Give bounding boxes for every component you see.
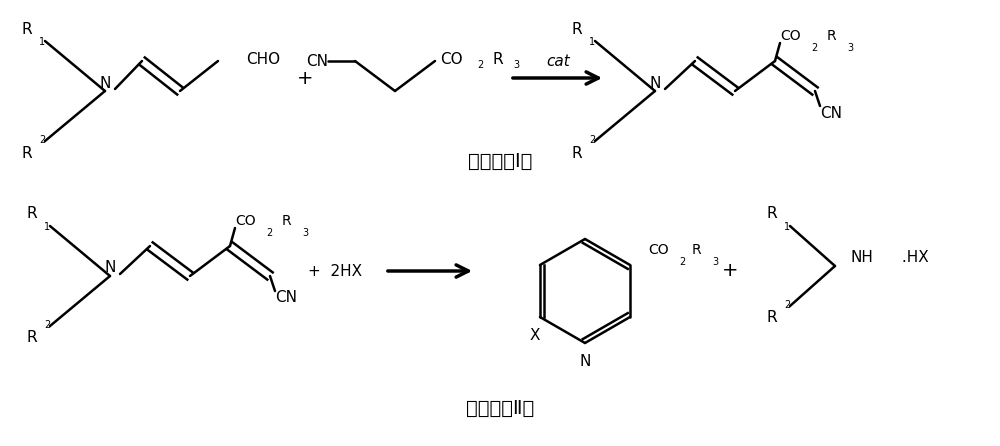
Text: 2: 2	[266, 228, 272, 238]
Text: 3: 3	[712, 257, 718, 267]
Text: 2: 2	[811, 43, 817, 53]
Text: 反应式（Ⅰ）: 反应式（Ⅰ）	[468, 152, 532, 170]
Text: N: N	[579, 354, 591, 368]
Text: CO: CO	[780, 29, 801, 43]
Text: R: R	[767, 206, 777, 222]
Text: 1: 1	[589, 37, 595, 47]
Text: 2: 2	[784, 300, 790, 310]
Text: R: R	[767, 310, 777, 326]
Text: R: R	[282, 214, 292, 228]
Text: 1: 1	[44, 222, 50, 232]
Text: 3: 3	[302, 228, 308, 238]
Text: 1: 1	[39, 37, 45, 47]
Text: CO: CO	[235, 214, 256, 228]
Text: 2: 2	[44, 320, 50, 330]
Text: 2: 2	[477, 60, 483, 70]
Text: +: +	[722, 261, 738, 281]
Text: N: N	[649, 75, 661, 91]
Text: +: +	[297, 69, 313, 87]
Text: 2: 2	[589, 135, 595, 145]
Text: CN: CN	[275, 290, 297, 306]
Text: cat: cat	[546, 54, 570, 69]
Text: 2: 2	[679, 257, 685, 267]
Text: CHO: CHO	[246, 51, 280, 66]
Text: .HX: .HX	[897, 251, 929, 265]
Text: 3: 3	[513, 60, 519, 70]
Text: R: R	[827, 29, 837, 43]
Text: 2: 2	[39, 135, 45, 145]
Text: CN: CN	[306, 54, 328, 69]
Text: NH: NH	[850, 251, 873, 265]
Text: +  2HX: + 2HX	[308, 264, 362, 278]
Text: CO: CO	[440, 51, 463, 66]
Text: 3: 3	[847, 43, 853, 53]
Text: N: N	[104, 260, 116, 276]
Text: CN: CN	[820, 106, 842, 120]
Text: R: R	[572, 21, 582, 37]
Text: CO: CO	[648, 243, 669, 257]
Text: R: R	[493, 51, 504, 66]
Text: R: R	[27, 330, 37, 346]
Text: 反应式（Ⅱ）: 反应式（Ⅱ）	[466, 398, 534, 417]
Text: 1: 1	[784, 222, 790, 232]
Text: R: R	[572, 145, 582, 161]
Text: N: N	[99, 75, 111, 91]
Text: R: R	[22, 21, 32, 37]
Text: X: X	[530, 327, 540, 343]
Text: R: R	[692, 243, 702, 257]
Text: R: R	[27, 206, 37, 222]
Text: R: R	[22, 145, 32, 161]
